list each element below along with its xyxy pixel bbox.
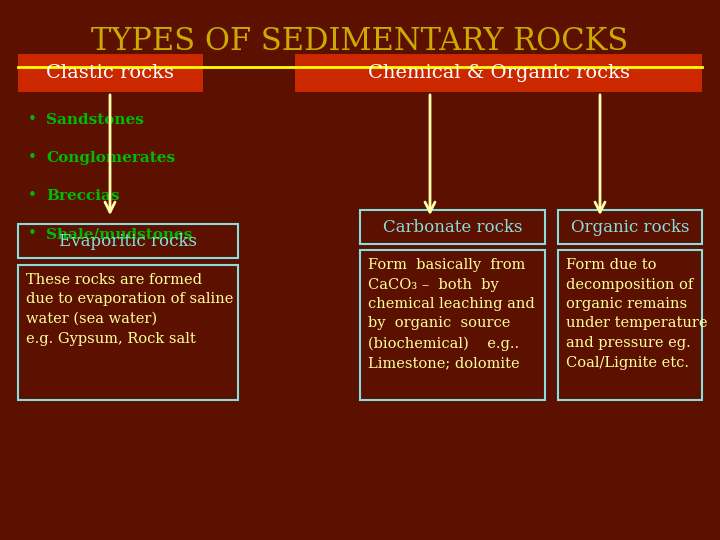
Text: Conglomerates: Conglomerates	[46, 151, 175, 165]
Text: TYPES OF SEDIMENTARY ROCKS: TYPES OF SEDIMENTARY ROCKS	[91, 26, 629, 57]
Text: Form due to
decomposition of
organic remains
under temperature
and pressure eg.
: Form due to decomposition of organic rem…	[566, 258, 708, 369]
FancyBboxPatch shape	[360, 250, 545, 400]
Text: •: •	[27, 188, 37, 204]
Text: Evaporitic rocks: Evaporitic rocks	[59, 233, 197, 249]
FancyBboxPatch shape	[18, 265, 238, 400]
Text: •: •	[27, 226, 37, 241]
FancyBboxPatch shape	[558, 210, 702, 244]
FancyBboxPatch shape	[558, 250, 702, 400]
Text: Breccias: Breccias	[46, 189, 120, 203]
Text: Organic rocks: Organic rocks	[571, 219, 689, 235]
Text: •: •	[27, 151, 37, 165]
Text: Sandstones: Sandstones	[46, 113, 144, 127]
Text: Shale/mudstones: Shale/mudstones	[46, 227, 192, 241]
Text: These rocks are formed
due to evaporation of saline
water (sea water)
e.g. Gypsu: These rocks are formed due to evaporatio…	[26, 273, 233, 346]
FancyBboxPatch shape	[18, 224, 238, 258]
Text: Carbonate rocks: Carbonate rocks	[383, 219, 522, 235]
Text: Form  basically  from
CaCO₃ –  both  by
chemical leaching and
by  organic  sourc: Form basically from CaCO₃ – both by chem…	[368, 258, 535, 370]
Text: Clastic rocks: Clastic rocks	[47, 64, 174, 82]
FancyBboxPatch shape	[295, 54, 702, 92]
FancyBboxPatch shape	[18, 54, 203, 92]
Text: Chemical & Organic rocks: Chemical & Organic rocks	[367, 64, 629, 82]
FancyBboxPatch shape	[360, 210, 545, 244]
Text: •: •	[27, 112, 37, 127]
